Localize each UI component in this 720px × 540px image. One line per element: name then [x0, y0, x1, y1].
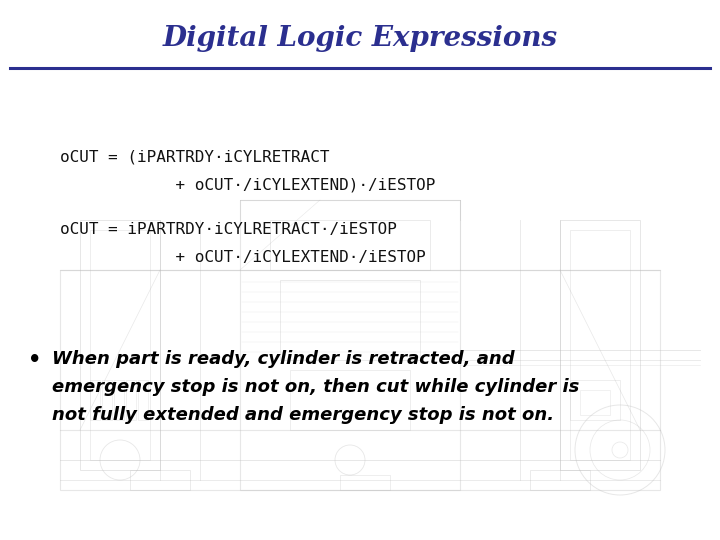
Bar [560, 220, 640, 470]
Bar [90, 230, 150, 460]
Bar [90, 380, 100, 420]
Text: Digital Logic Expressions: Digital Logic Expressions [163, 24, 557, 51]
Text: •: • [28, 350, 41, 370]
Bar [80, 220, 160, 470]
Bar [270, 220, 430, 270]
Bar [138, 380, 148, 420]
Bar [570, 230, 630, 460]
Bar [570, 380, 620, 420]
Bar [60, 270, 660, 490]
Bar [290, 370, 410, 430]
Bar [280, 280, 420, 360]
Bar [114, 380, 124, 420]
Bar [240, 200, 460, 490]
Text: not fully extended and emergency stop is not on.: not fully extended and emergency stop is… [52, 406, 554, 424]
Text: + oCUT·/iCYLEXTEND)·/iESTOP: + oCUT·/iCYLEXTEND)·/iESTOP [60, 178, 436, 193]
Bar [340, 475, 390, 490]
Bar [102, 380, 112, 420]
Text: emergency stop is not on, then cut while cylinder is: emergency stop is not on, then cut while… [52, 378, 580, 396]
Text: + oCUT·/iCYLEXTEND·/iESTOP: + oCUT·/iCYLEXTEND·/iESTOP [60, 250, 426, 265]
Text: oCUT = iPARTRDY·iCYLRETRACT·/iESTOP: oCUT = iPARTRDY·iCYLRETRACT·/iESTOP [60, 222, 397, 237]
Bar [580, 390, 610, 415]
Text: oCUT = (iPARTRDY·iCYLRETRACT: oCUT = (iPARTRDY·iCYLRETRACT [60, 150, 330, 165]
Text: When part is ready, cylinder is retracted, and: When part is ready, cylinder is retracte… [52, 350, 515, 368]
Bar [530, 470, 590, 490]
Bar [126, 380, 136, 420]
Bar [130, 470, 190, 490]
